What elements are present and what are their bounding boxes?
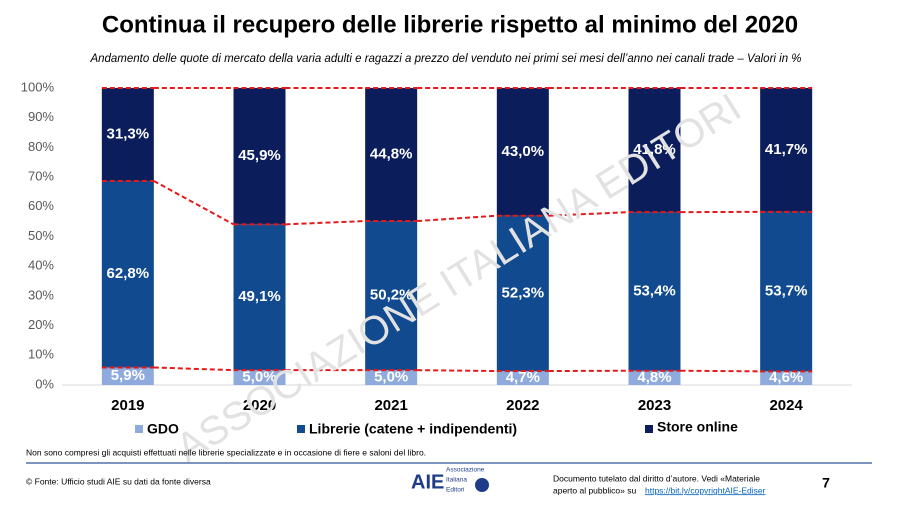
- x-tick-label: 2024: [769, 397, 803, 414]
- y-tick-label: 70%: [28, 169, 54, 184]
- legend-swatch: [135, 425, 143, 433]
- connector-line: [417, 369, 497, 373]
- note: Non sono compresi gli acquisti effettuat…: [26, 447, 426, 457]
- bar-segment: [760, 88, 813, 212]
- y-tick-label: 60%: [28, 198, 54, 213]
- x-tick-label: 2022: [506, 397, 539, 414]
- value-label: 52,3%: [502, 284, 545, 301]
- value-label: 4,7%: [506, 369, 540, 386]
- value-label: 44,8%: [370, 145, 413, 162]
- connector-line: [417, 214, 497, 223]
- bar-segment: [496, 88, 549, 216]
- link[interactable]: https://bit.ly/copyrightAIE-Ediser: [645, 485, 766, 495]
- value-label: 45,9%: [238, 147, 281, 164]
- value-label: 53,4%: [633, 282, 676, 299]
- logo-badge: [475, 478, 489, 492]
- y-tick-label: 80%: [28, 139, 54, 154]
- value-label: 62,8%: [107, 265, 150, 282]
- y-tick-label: 10%: [28, 347, 54, 362]
- connector-line: [680, 369, 761, 373]
- source: © Fonte: Ufficio studi AIE su dati da fo…: [26, 476, 211, 486]
- y-tick-label: 50%: [28, 228, 54, 243]
- bar-segment: [101, 367, 154, 385]
- x-tick-label: 2021: [374, 397, 407, 414]
- value-label: 4,6%: [769, 369, 803, 386]
- x-tick-label: 2019: [111, 397, 144, 414]
- legend-label: Librerie (catene + indipendenti): [309, 421, 517, 437]
- value-label: 49,1%: [238, 288, 281, 305]
- bar-segment: [628, 88, 681, 213]
- logo-text: Italiana: [446, 477, 467, 484]
- y-tick-label: 0%: [35, 376, 54, 391]
- bar-segment: [496, 371, 549, 385]
- value-label: 5,0%: [242, 369, 276, 386]
- y-tick-label: 90%: [28, 109, 54, 124]
- connector-line: [548, 211, 629, 217]
- legend-label: Store online: [657, 419, 738, 435]
- connector-line: [153, 366, 234, 372]
- bar-segment: [496, 215, 549, 372]
- bar-segment: [365, 221, 418, 371]
- bar-segment: [365, 88, 418, 222]
- bar-segment: [233, 370, 286, 385]
- bar-segment: [101, 88, 154, 181]
- value-label: 41,7%: [765, 141, 808, 158]
- bar-segment: [101, 180, 154, 368]
- x-tick-label: 2020: [243, 397, 276, 414]
- value-label: 53,7%: [765, 283, 808, 300]
- value-label: 5,9%: [111, 367, 145, 384]
- page-number: 7: [822, 475, 830, 491]
- y-tick-label: 20%: [28, 317, 54, 332]
- bar-segment: [233, 88, 286, 225]
- logo: AIE: [411, 471, 444, 493]
- y-tick-label: 100%: [21, 79, 55, 94]
- title: Continua il recupero delle librerie risp…: [102, 11, 798, 38]
- legend-swatch: [645, 425, 653, 433]
- logo-text: Associazione: [446, 467, 485, 474]
- logo-text: Editori: [446, 487, 464, 494]
- value-label: 31,3%: [107, 125, 150, 142]
- bar-segment: [760, 211, 813, 372]
- legend-swatch: [297, 425, 305, 433]
- value-label: 43,0%: [502, 143, 545, 160]
- y-tick-label: 30%: [28, 287, 54, 302]
- copyright: aperto al pubblico» su: [553, 485, 636, 495]
- x-tick-label: 2023: [638, 397, 671, 414]
- y-tick-label: 40%: [28, 258, 54, 273]
- bar-segment: [760, 371, 813, 385]
- bar-segment: [628, 212, 681, 371]
- connector-line: [285, 220, 366, 226]
- copyright: Documento tutelato dal diritto d’autore.…: [553, 473, 760, 483]
- subtitle: Andamento delle quote di mercato della v…: [89, 53, 801, 65]
- value-label: 4,8%: [637, 369, 671, 386]
- value-label: 50,2%: [370, 287, 413, 304]
- legend-label: GDO: [147, 421, 179, 437]
- bar-segment: [233, 224, 286, 371]
- bar-segment: [628, 370, 681, 385]
- connector-line: [153, 180, 234, 226]
- value-label: 41,8%: [633, 141, 676, 158]
- bar-segment: [365, 370, 418, 385]
- value-label: 5,0%: [374, 369, 408, 386]
